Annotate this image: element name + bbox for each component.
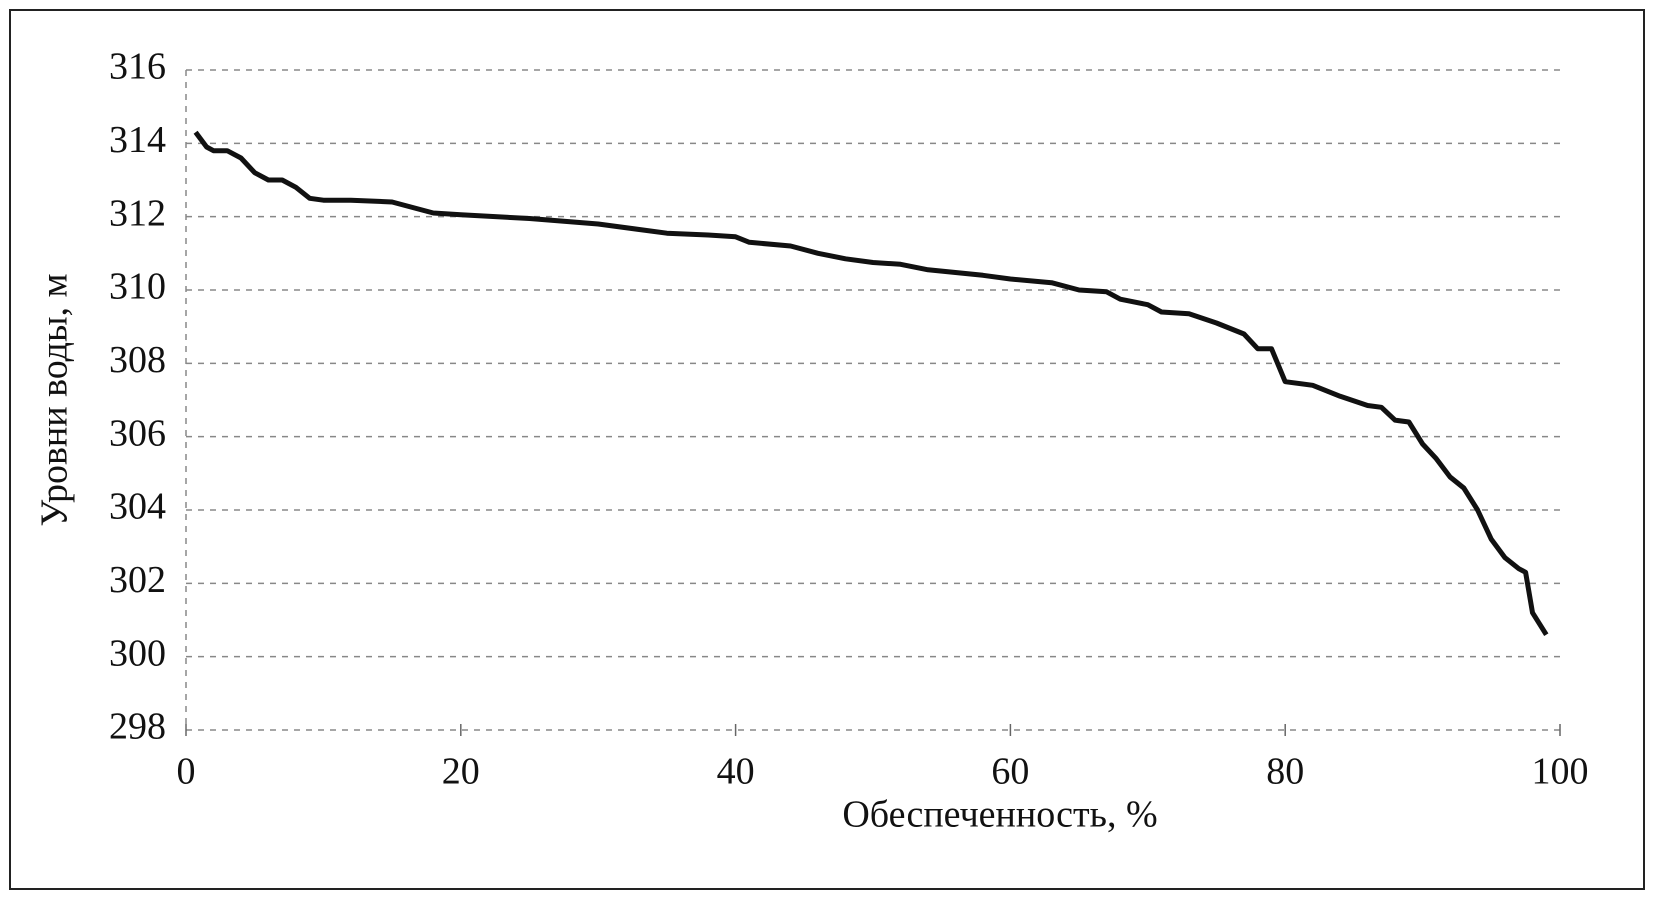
x-axis-label: Обеспеченность, % bbox=[842, 794, 1157, 836]
y-axis-label: Уровни воды, м bbox=[34, 273, 76, 526]
x-tick-label: 80 bbox=[1266, 751, 1304, 793]
y-tick-label: 298 bbox=[109, 706, 166, 748]
x-tick-label: 20 bbox=[442, 751, 480, 793]
y-tick-label: 308 bbox=[109, 339, 166, 381]
x-tick-label: 100 bbox=[1532, 751, 1589, 793]
y-tick-label: 306 bbox=[109, 412, 166, 454]
y-tick-label: 312 bbox=[109, 192, 166, 234]
x-tick-label: 60 bbox=[991, 751, 1029, 793]
y-tick-label: 300 bbox=[109, 632, 166, 674]
y-tick-label: 316 bbox=[109, 46, 166, 88]
y-tick-label: 314 bbox=[109, 119, 166, 161]
x-tick-label: 40 bbox=[717, 751, 755, 793]
y-tick-label: 310 bbox=[109, 266, 166, 308]
chart-frame bbox=[9, 9, 1645, 890]
y-tick-label: 304 bbox=[109, 486, 166, 528]
y-tick-label: 302 bbox=[109, 559, 166, 601]
x-tick-label: 0 bbox=[177, 751, 196, 793]
data-line bbox=[193, 130, 1549, 637]
